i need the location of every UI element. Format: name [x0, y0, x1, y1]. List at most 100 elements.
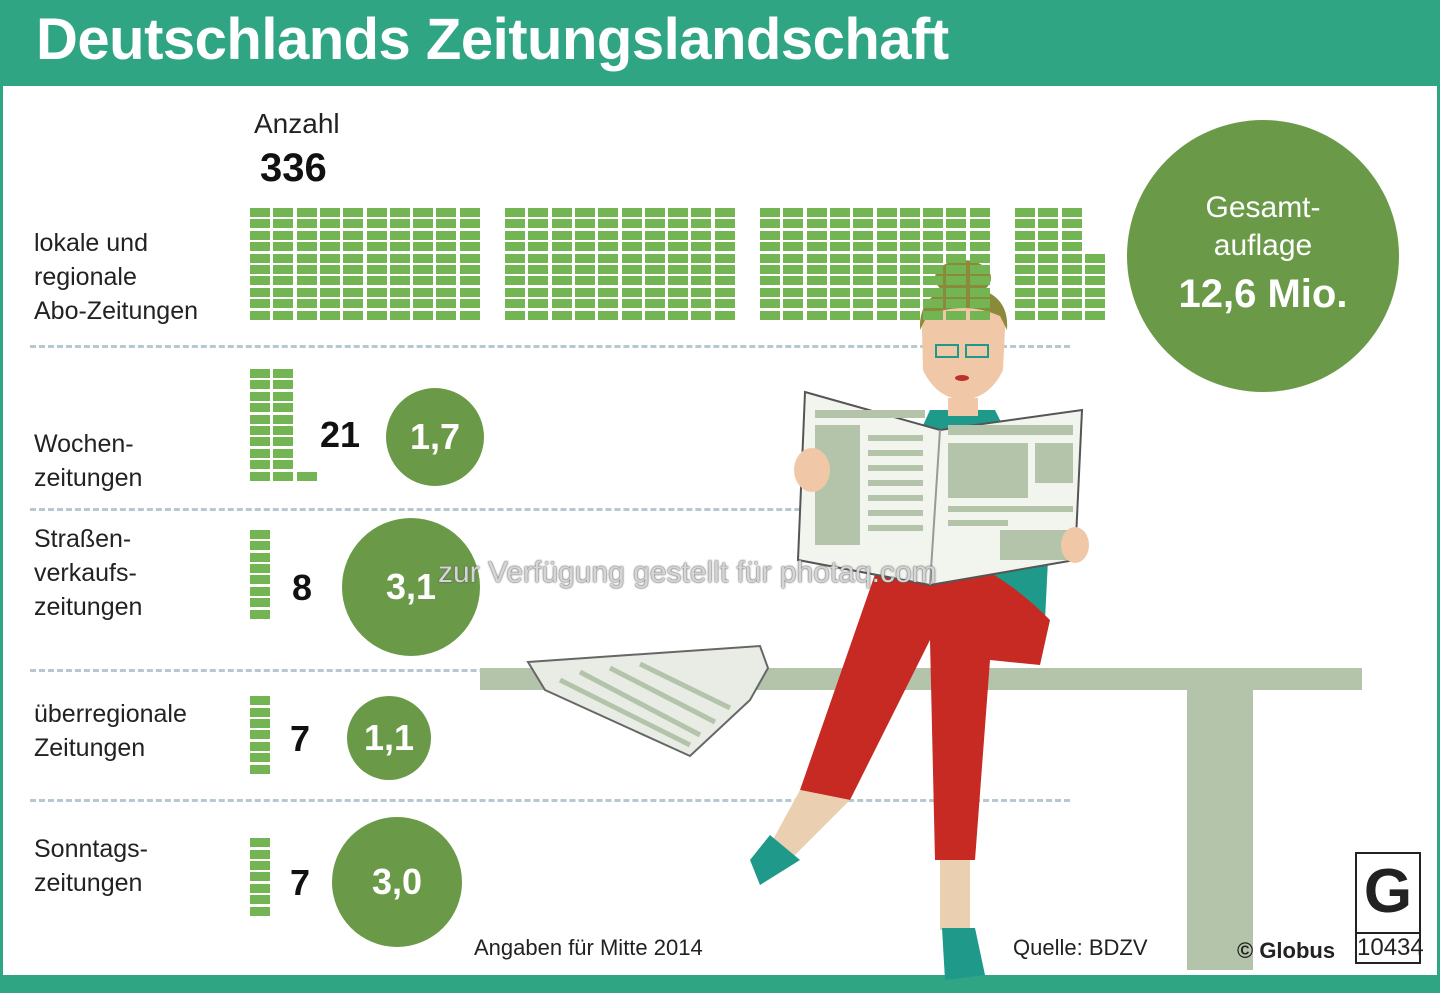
count-block: [551, 230, 572, 240]
count-block: [273, 380, 294, 390]
count-block: [760, 253, 780, 263]
count-block: [250, 849, 270, 859]
count-block: [250, 696, 270, 706]
count-block: [829, 242, 850, 252]
total-value: 12,6 Mio.: [1178, 272, 1348, 316]
shoe: [942, 928, 985, 980]
count-block: [296, 310, 317, 320]
count-block: [806, 242, 827, 252]
count-block: [1038, 208, 1059, 217]
count-block: [668, 287, 689, 297]
count-block: [436, 299, 457, 309]
count-block: [250, 426, 270, 435]
count-block: [969, 299, 990, 309]
count-block: [273, 299, 294, 309]
count-block: [899, 276, 920, 286]
count-block: [760, 276, 780, 286]
count-block: [598, 230, 619, 240]
count-block: [250, 219, 270, 229]
count-block: [969, 219, 990, 229]
count-block: [319, 219, 340, 229]
count-block: [853, 265, 874, 274]
count-value-national: 7: [290, 718, 311, 759]
count-block: [644, 310, 665, 320]
count-block: [343, 276, 364, 286]
count-block: [598, 287, 619, 297]
count-block: [621, 276, 642, 286]
count-block: [1084, 253, 1105, 263]
count-block: [250, 552, 270, 562]
count-block: [644, 299, 665, 309]
count-block: [574, 276, 595, 286]
count-block: [250, 253, 270, 263]
count-block: [714, 287, 735, 297]
count-block: [319, 242, 340, 252]
count-block: [273, 414, 294, 424]
count-block: [1061, 242, 1082, 252]
count-block: [296, 287, 317, 297]
count-block: [876, 276, 897, 286]
count-block: [621, 242, 642, 252]
count-block: [644, 265, 665, 274]
count-block: [250, 287, 270, 297]
count-block: [250, 838, 270, 848]
count-block: [783, 242, 804, 252]
count-block: [413, 219, 434, 229]
count-block: [250, 265, 270, 274]
count-block: [829, 299, 850, 309]
count-block: [1061, 265, 1082, 274]
count-block: [923, 310, 944, 320]
page-title: Deutschlands Zeitungslandschaft: [36, 7, 949, 72]
count-block: [923, 208, 944, 217]
count-block: [946, 299, 967, 309]
count-block: [806, 310, 827, 320]
count-block: [1084, 310, 1105, 320]
count-block: [319, 230, 340, 240]
count-block: [459, 253, 480, 263]
count-block: [343, 265, 364, 274]
count-block: [505, 310, 525, 320]
count-block: [853, 276, 874, 286]
count-block: [1061, 219, 1082, 229]
count-block: [528, 287, 549, 297]
count-block: [250, 861, 270, 870]
count-block: [923, 219, 944, 229]
count-block: [250, 208, 270, 217]
count-block: [876, 310, 897, 320]
count-block: [296, 208, 317, 217]
count-block: [1015, 310, 1035, 320]
count-block: [598, 310, 619, 320]
count-block: [621, 265, 642, 274]
count-block: [899, 219, 920, 229]
count-block: [413, 276, 434, 286]
count-block: [1038, 253, 1059, 263]
count-block: [250, 872, 270, 882]
count-block: [829, 265, 850, 274]
count-block: [250, 414, 270, 424]
count-block: [250, 448, 270, 458]
count-block: [551, 208, 572, 217]
count-block: [876, 299, 897, 309]
count-block: [413, 230, 434, 240]
count-block: [273, 265, 294, 274]
count-block: [668, 242, 689, 252]
count-block: [296, 265, 317, 274]
count-block: [1061, 287, 1082, 297]
count-block: [1015, 265, 1035, 274]
count-block: [296, 471, 317, 481]
category-label-weekly: Wochen- zeitungen: [34, 430, 143, 492]
count-block: [319, 253, 340, 263]
count-block: [551, 276, 572, 286]
count-block: [574, 287, 595, 297]
count-block: [343, 253, 364, 263]
count-block: [691, 230, 712, 240]
count-block: [853, 230, 874, 240]
graphic-number: 10434: [1357, 932, 1424, 961]
count-block: [528, 242, 549, 252]
count-block: [319, 299, 340, 309]
count-block: [574, 219, 595, 229]
count-block: [946, 230, 967, 240]
count-block: [250, 310, 270, 320]
count-block: [668, 265, 689, 274]
count-block: [760, 287, 780, 297]
